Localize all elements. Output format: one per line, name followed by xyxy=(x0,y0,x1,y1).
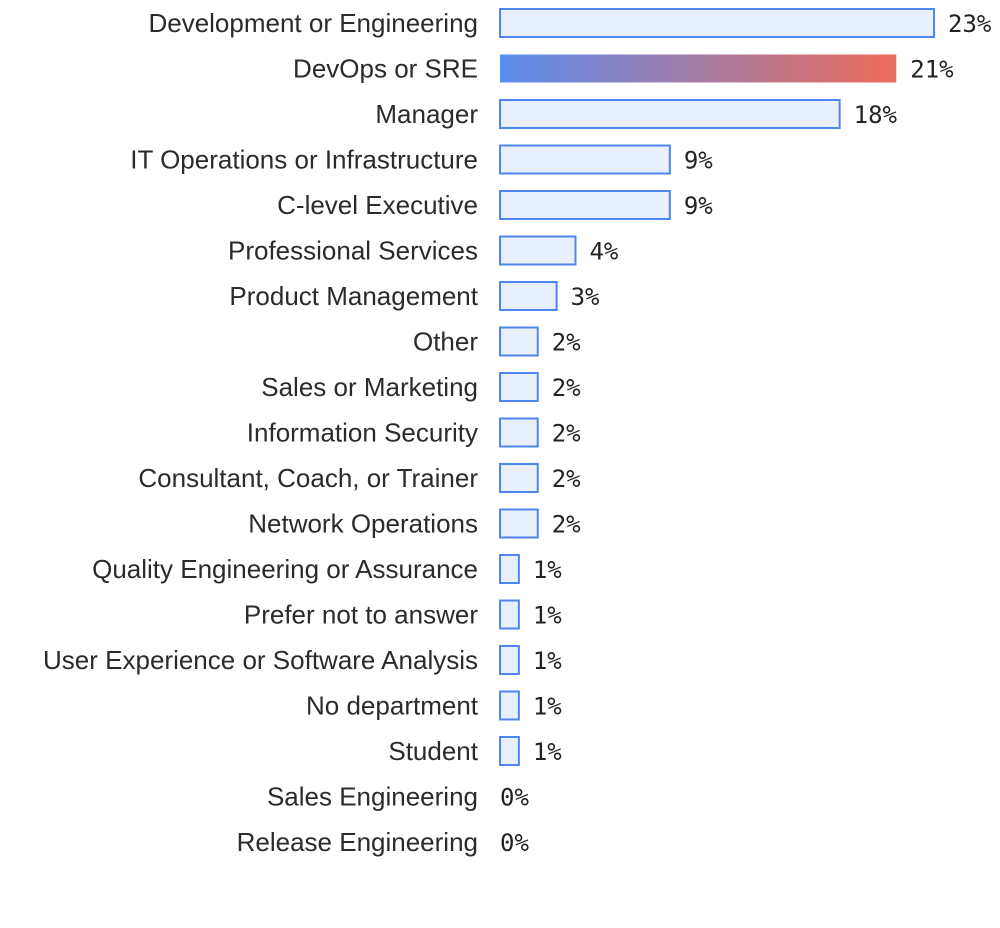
category-label-information-security: Information Security xyxy=(247,418,478,448)
value-label-information-security: 2% xyxy=(552,420,581,448)
bar-student xyxy=(499,736,520,766)
value-label-release-engineering: 0% xyxy=(500,829,529,857)
bar-quality-engineering-or-assurance xyxy=(499,554,520,584)
category-label-devops-or-sre: DevOps or SRE xyxy=(293,54,478,84)
value-label-sales-or-marketing: 2% xyxy=(552,374,581,402)
value-label-sales-engineering: 0% xyxy=(500,784,529,812)
value-label-c-level-executive: 9% xyxy=(684,192,713,220)
value-label-product-management: 3% xyxy=(571,283,600,311)
category-label-sales-engineering: Sales Engineering xyxy=(267,782,478,812)
category-label-development-or-engineering: Development or Engineering xyxy=(148,8,478,38)
bar-prefer-not-to-answer xyxy=(499,599,520,630)
value-label-consultant-coach-or-trainer: 2% xyxy=(552,465,581,493)
bar-no-department xyxy=(499,690,520,721)
value-label-network-operations: 2% xyxy=(552,511,581,539)
category-label-prefer-not-to-answer: Prefer not to answer xyxy=(244,600,478,630)
value-label-student: 1% xyxy=(533,738,562,766)
value-label-prefer-not-to-answer: 1% xyxy=(533,602,562,630)
category-label-student: Student xyxy=(388,736,478,766)
category-label-consultant-coach-or-trainer: Consultant, Coach, or Trainer xyxy=(138,463,478,493)
bars-group: Development or Engineering 23% DevOps or S… xyxy=(43,8,992,857)
bar-information-security xyxy=(499,417,539,448)
bar-devops-or-sre xyxy=(500,54,897,83)
category-label-manager: Manager xyxy=(375,99,478,129)
value-label-development-or-engineering: 23% xyxy=(948,10,992,38)
bar-consultant-coach-or-trainer xyxy=(499,463,539,493)
bar-network-operations xyxy=(499,508,539,539)
bar-manager xyxy=(499,99,841,129)
category-label-other: Other xyxy=(413,327,478,357)
value-label-professional-services: 4% xyxy=(589,238,618,266)
bar-professional-services xyxy=(499,235,577,266)
category-label-user-experience-or-software-analysis: User Experience or Software Analysis xyxy=(43,645,478,675)
value-label-quality-engineering-or-assurance: 1% xyxy=(533,556,562,584)
category-label-quality-engineering-or-assurance: Quality Engineering or Assurance xyxy=(92,554,478,584)
category-label-release-engineering: Release Engineering xyxy=(237,827,478,857)
value-label-it-operations-or-infrastructure: 9% xyxy=(684,147,713,175)
value-label-manager: 18% xyxy=(854,101,898,129)
category-label-professional-services: Professional Services xyxy=(228,236,478,266)
bar-it-operations-or-infrastructure xyxy=(499,144,671,175)
bar-other xyxy=(499,326,539,357)
bar-user-experience-or-software-analysis xyxy=(499,645,520,675)
category-label-network-operations: Network Operations xyxy=(248,509,478,539)
bar-development-or-engineering xyxy=(499,8,935,38)
value-label-devops-or-sre: 21% xyxy=(910,56,954,84)
value-label-other: 2% xyxy=(552,329,581,357)
category-label-no-department: No department xyxy=(306,691,479,721)
category-label-sales-or-marketing: Sales or Marketing xyxy=(261,372,478,402)
bar-c-level-executive xyxy=(499,190,671,220)
value-label-user-experience-or-software-analysis: 1% xyxy=(533,647,562,675)
category-label-c-level-executive: C-level Executive xyxy=(277,190,478,220)
value-label-no-department: 1% xyxy=(533,693,562,721)
category-label-product-management: Product Management xyxy=(229,281,478,311)
bar-product-management xyxy=(499,281,558,311)
bar-sales-or-marketing xyxy=(499,372,539,402)
category-label-it-operations-or-infrastructure: IT Operations or Infrastructure xyxy=(130,145,478,175)
